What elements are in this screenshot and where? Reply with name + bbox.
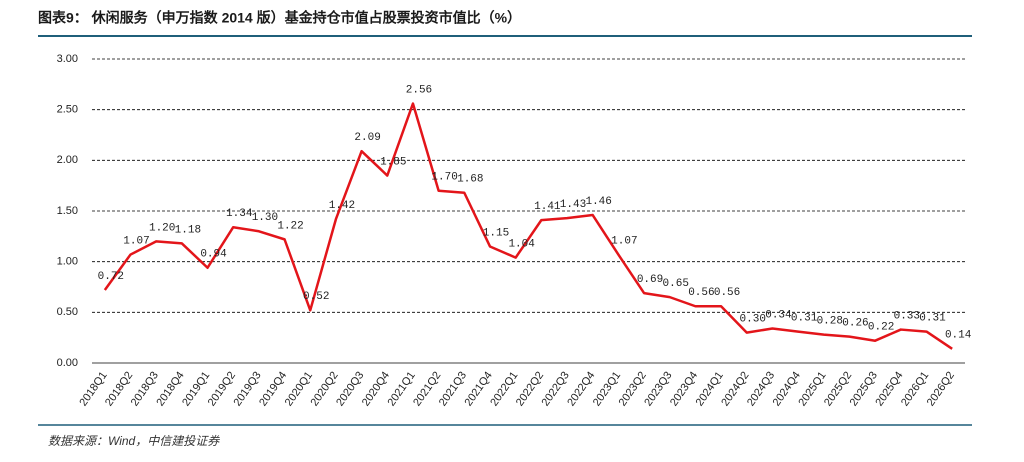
value-label: 0.72 bbox=[98, 271, 124, 283]
value-label: 1.34 bbox=[226, 208, 253, 220]
value-label: 1.70 bbox=[431, 172, 457, 184]
y-tick-label: 2.50 bbox=[57, 104, 78, 116]
value-label: 0.56 bbox=[688, 287, 714, 299]
value-label: 0.56 bbox=[714, 287, 740, 299]
value-label: 0.34 bbox=[765, 309, 792, 321]
source: 数据来源：Wind，中信建投证券 bbox=[48, 434, 220, 448]
value-label: 1.22 bbox=[277, 220, 303, 232]
y-tick-label: 0.50 bbox=[57, 306, 78, 318]
value-label: 0.31 bbox=[919, 312, 946, 324]
y-tick-label: 1.50 bbox=[57, 205, 78, 217]
value-label: 1.68 bbox=[457, 174, 483, 186]
value-label: 0.26 bbox=[842, 318, 868, 330]
y-tick-label: 2.00 bbox=[57, 154, 78, 166]
value-label: 1.41 bbox=[534, 201, 561, 213]
value-label: 1.04 bbox=[508, 239, 535, 251]
line bbox=[103, 102, 953, 350]
value-label: 1.42 bbox=[329, 200, 355, 212]
value-label: 1.07 bbox=[123, 235, 149, 247]
value-label: 0.65 bbox=[663, 278, 689, 290]
value-label: 1.85 bbox=[380, 156, 406, 168]
value-label: 0.30 bbox=[740, 314, 766, 326]
value-label: 0.33 bbox=[894, 310, 920, 322]
value-label: 2.09 bbox=[354, 132, 380, 144]
value-label: 1.20 bbox=[149, 222, 175, 234]
value-label: 1.30 bbox=[252, 212, 278, 224]
value-label: 0.69 bbox=[637, 274, 663, 286]
value-label: 0.94 bbox=[200, 249, 227, 261]
y-tick-label: 3.00 bbox=[57, 53, 78, 65]
value-label: 1.07 bbox=[611, 235, 637, 247]
value-label: 1.18 bbox=[175, 224, 201, 236]
y-tick-label: 1.00 bbox=[57, 256, 78, 268]
y-tick-label: 0.00 bbox=[57, 357, 78, 369]
chart-title: 图表9： 休闲服务（申万指数 2014 版）基金持仓市值占股票投资市值比（%） bbox=[38, 10, 521, 26]
value-label: 1.46 bbox=[585, 196, 611, 208]
value-label: 0.14 bbox=[945, 330, 972, 342]
value-label: 1.43 bbox=[560, 199, 586, 211]
value-label: 1.15 bbox=[483, 227, 509, 239]
value-label: 0.52 bbox=[303, 291, 329, 303]
value-label: 0.22 bbox=[868, 322, 894, 334]
value-label: 0.28 bbox=[817, 316, 843, 328]
value-label: 0.31 bbox=[791, 312, 818, 324]
value-label: 2.56 bbox=[406, 84, 432, 96]
